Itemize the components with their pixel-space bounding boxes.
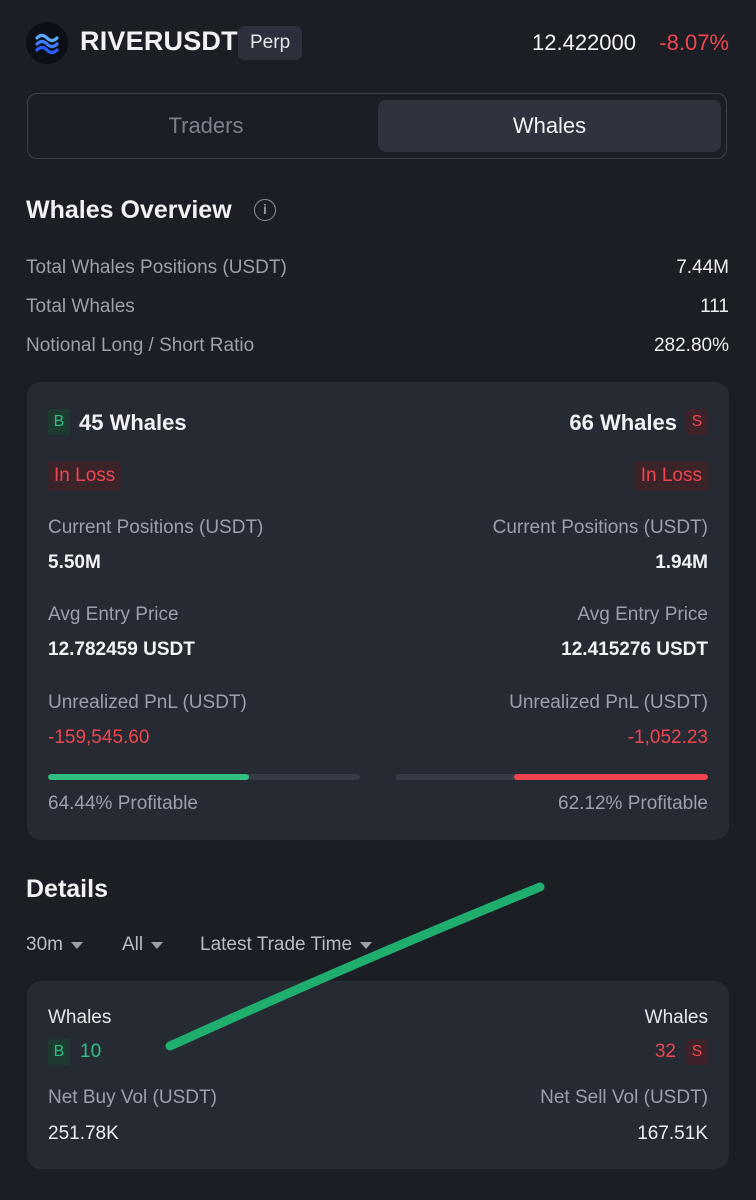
net-sell-vol-label: Net Sell Vol (USDT) xyxy=(540,1087,708,1108)
short-current-value: 1.94M xyxy=(655,552,708,573)
price-change: -8.07% xyxy=(659,30,729,55)
sell-whales-count: 32 xyxy=(654,1041,676,1062)
sort-filter[interactable]: Latest Trade Time xyxy=(200,934,373,956)
long-status-badge: In Loss xyxy=(47,461,123,491)
tab-traders[interactable]: Traders xyxy=(168,113,244,138)
long-entry-value: 12.782459 USDT xyxy=(48,639,195,660)
caret-down-icon xyxy=(70,941,83,949)
long-profitable-bar xyxy=(48,774,360,780)
buy-whales-count: 10 xyxy=(80,1041,102,1062)
last-price: 12.422000 xyxy=(532,30,636,55)
long-profitable-fill xyxy=(48,774,250,780)
details-card: Whales B 10 Net Buy Vol (USDT) 251.78K W… xyxy=(27,981,729,1169)
sell-badge: S xyxy=(686,1039,708,1065)
long-profitable-text: 64.44% Profitable xyxy=(48,793,198,814)
info-icon[interactable]: i xyxy=(254,199,276,221)
sell-badge: S xyxy=(686,409,708,435)
short-pnl-value: -1,052.23 xyxy=(627,727,708,748)
side-filter[interactable]: All xyxy=(122,934,164,956)
side-filter-label: All xyxy=(122,934,144,955)
timeframe-filter[interactable]: 30m xyxy=(26,934,83,956)
details-title: Details xyxy=(26,875,108,903)
net-sell-vol-value: 167.51K xyxy=(637,1123,708,1144)
stat-label-total-whales: Total Whales xyxy=(26,296,135,317)
stat-value-long-short-ratio: 282.80% xyxy=(653,335,729,356)
short-profitable-fill xyxy=(514,774,708,780)
tab-bar: Traders Whales xyxy=(27,93,727,159)
token-logo-icon xyxy=(26,22,68,64)
long-whales-count: 45 Whales xyxy=(79,410,187,435)
whales-summary-card: B 45 Whales In Loss Current Positions (U… xyxy=(27,382,729,840)
stat-label-long-short-ratio: Notional Long / Short Ratio xyxy=(26,335,255,356)
short-current-label: Current Positions (USDT) xyxy=(492,517,708,538)
stat-value-total-positions: 7.44M xyxy=(676,257,729,278)
long-current-value: 5.50M xyxy=(48,552,101,573)
stat-value-total-whales: 111 xyxy=(700,296,729,317)
short-profitable-text: 62.12% Profitable xyxy=(558,793,708,814)
net-buy-vol-label: Net Buy Vol (USDT) xyxy=(48,1087,217,1108)
timeframe-filter-label: 30m xyxy=(26,934,63,955)
long-current-label: Current Positions (USDT) xyxy=(48,517,264,538)
caret-down-icon xyxy=(151,941,164,949)
short-entry-value: 12.415276 USDT xyxy=(561,639,708,660)
buy-badge: B xyxy=(48,409,70,435)
overview-title: Whales Overview xyxy=(26,196,232,224)
stat-label-total-positions: Total Whales Positions (USDT) xyxy=(26,257,287,278)
long-pnl-value: -159,545.60 xyxy=(48,727,150,748)
long-entry-label: Avg Entry Price xyxy=(48,604,179,625)
buy-whales-label: Whales xyxy=(48,1007,112,1028)
caret-down-icon xyxy=(360,941,373,949)
long-pnl-label: Unrealized PnL (USDT) xyxy=(48,692,247,713)
short-whales-count: 66 Whales xyxy=(569,410,677,435)
short-status-badge: In Loss xyxy=(633,461,709,491)
short-pnl-label: Unrealized PnL (USDT) xyxy=(509,692,708,713)
sort-filter-label: Latest Trade Time xyxy=(200,934,353,955)
perp-badge: Perp xyxy=(238,26,303,60)
tab-whales[interactable]: Whales xyxy=(378,100,721,152)
short-profitable-bar xyxy=(396,774,708,780)
sell-whales-label: Whales xyxy=(644,1007,708,1028)
short-entry-label: Avg Entry Price xyxy=(577,604,708,625)
net-buy-vol-value: 251.78K xyxy=(48,1123,119,1144)
buy-badge: B xyxy=(48,1039,70,1065)
symbol-title: RIVERUSDT xyxy=(80,26,238,56)
